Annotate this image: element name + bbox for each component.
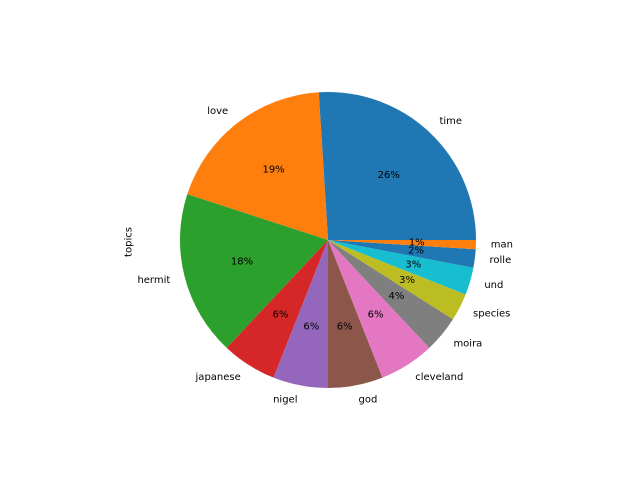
category-label-hermit: hermit (137, 275, 170, 286)
pie-slice-und (328, 240, 474, 295)
percent-label-nigel: 6% (303, 322, 319, 333)
percent-label-time: 26% (378, 170, 400, 181)
pie-slice-god (328, 240, 383, 388)
category-label-nigel: nigel (273, 394, 297, 405)
percent-label-japanese: 6% (272, 309, 288, 320)
category-label-time: time (439, 116, 462, 127)
pie-slice-moira (328, 240, 453, 348)
pie-slice-time (318, 92, 476, 240)
percent-label-man: 1% (409, 237, 425, 248)
pie-slice-nigel (273, 240, 328, 388)
category-label-moira: moira (453, 338, 482, 349)
pie-slice-japanese (226, 240, 328, 378)
percent-label-cleveland: 6% (368, 309, 384, 320)
pie-slices (179, 92, 476, 388)
category-label-god: god (359, 394, 378, 405)
percent-label-rolle: 2% (408, 246, 424, 257)
percent-label-love: 19% (262, 164, 284, 175)
pie-slice-hermit (179, 194, 328, 348)
percent-label-und: 3% (405, 259, 421, 270)
percent-label-hermit: 18% (231, 257, 253, 268)
pie-slice-cleveland (328, 240, 430, 378)
category-label-cleveland: cleveland (415, 372, 463, 383)
y-axis-label: topics (124, 227, 135, 257)
pie-slice-species (328, 240, 466, 320)
pie-slice-love (187, 92, 328, 240)
percent-label-species: 3% (399, 275, 415, 286)
pie-labels: time 26% love 19% hermit 18% japanese 6% nigel 6%… (137, 106, 512, 406)
category-label-man: man (491, 240, 513, 251)
pie-slice-man (328, 240, 476, 250)
pie-slice-rolle (328, 240, 476, 268)
category-label-und: und (484, 280, 503, 291)
percent-label-moira: 4% (388, 291, 404, 302)
category-label-love: love (207, 106, 228, 117)
category-label-rolle: rolle (490, 255, 512, 266)
percent-label-god: 6% (337, 322, 353, 333)
category-label-species: species (473, 308, 510, 319)
category-label-japanese: japanese (195, 372, 241, 383)
